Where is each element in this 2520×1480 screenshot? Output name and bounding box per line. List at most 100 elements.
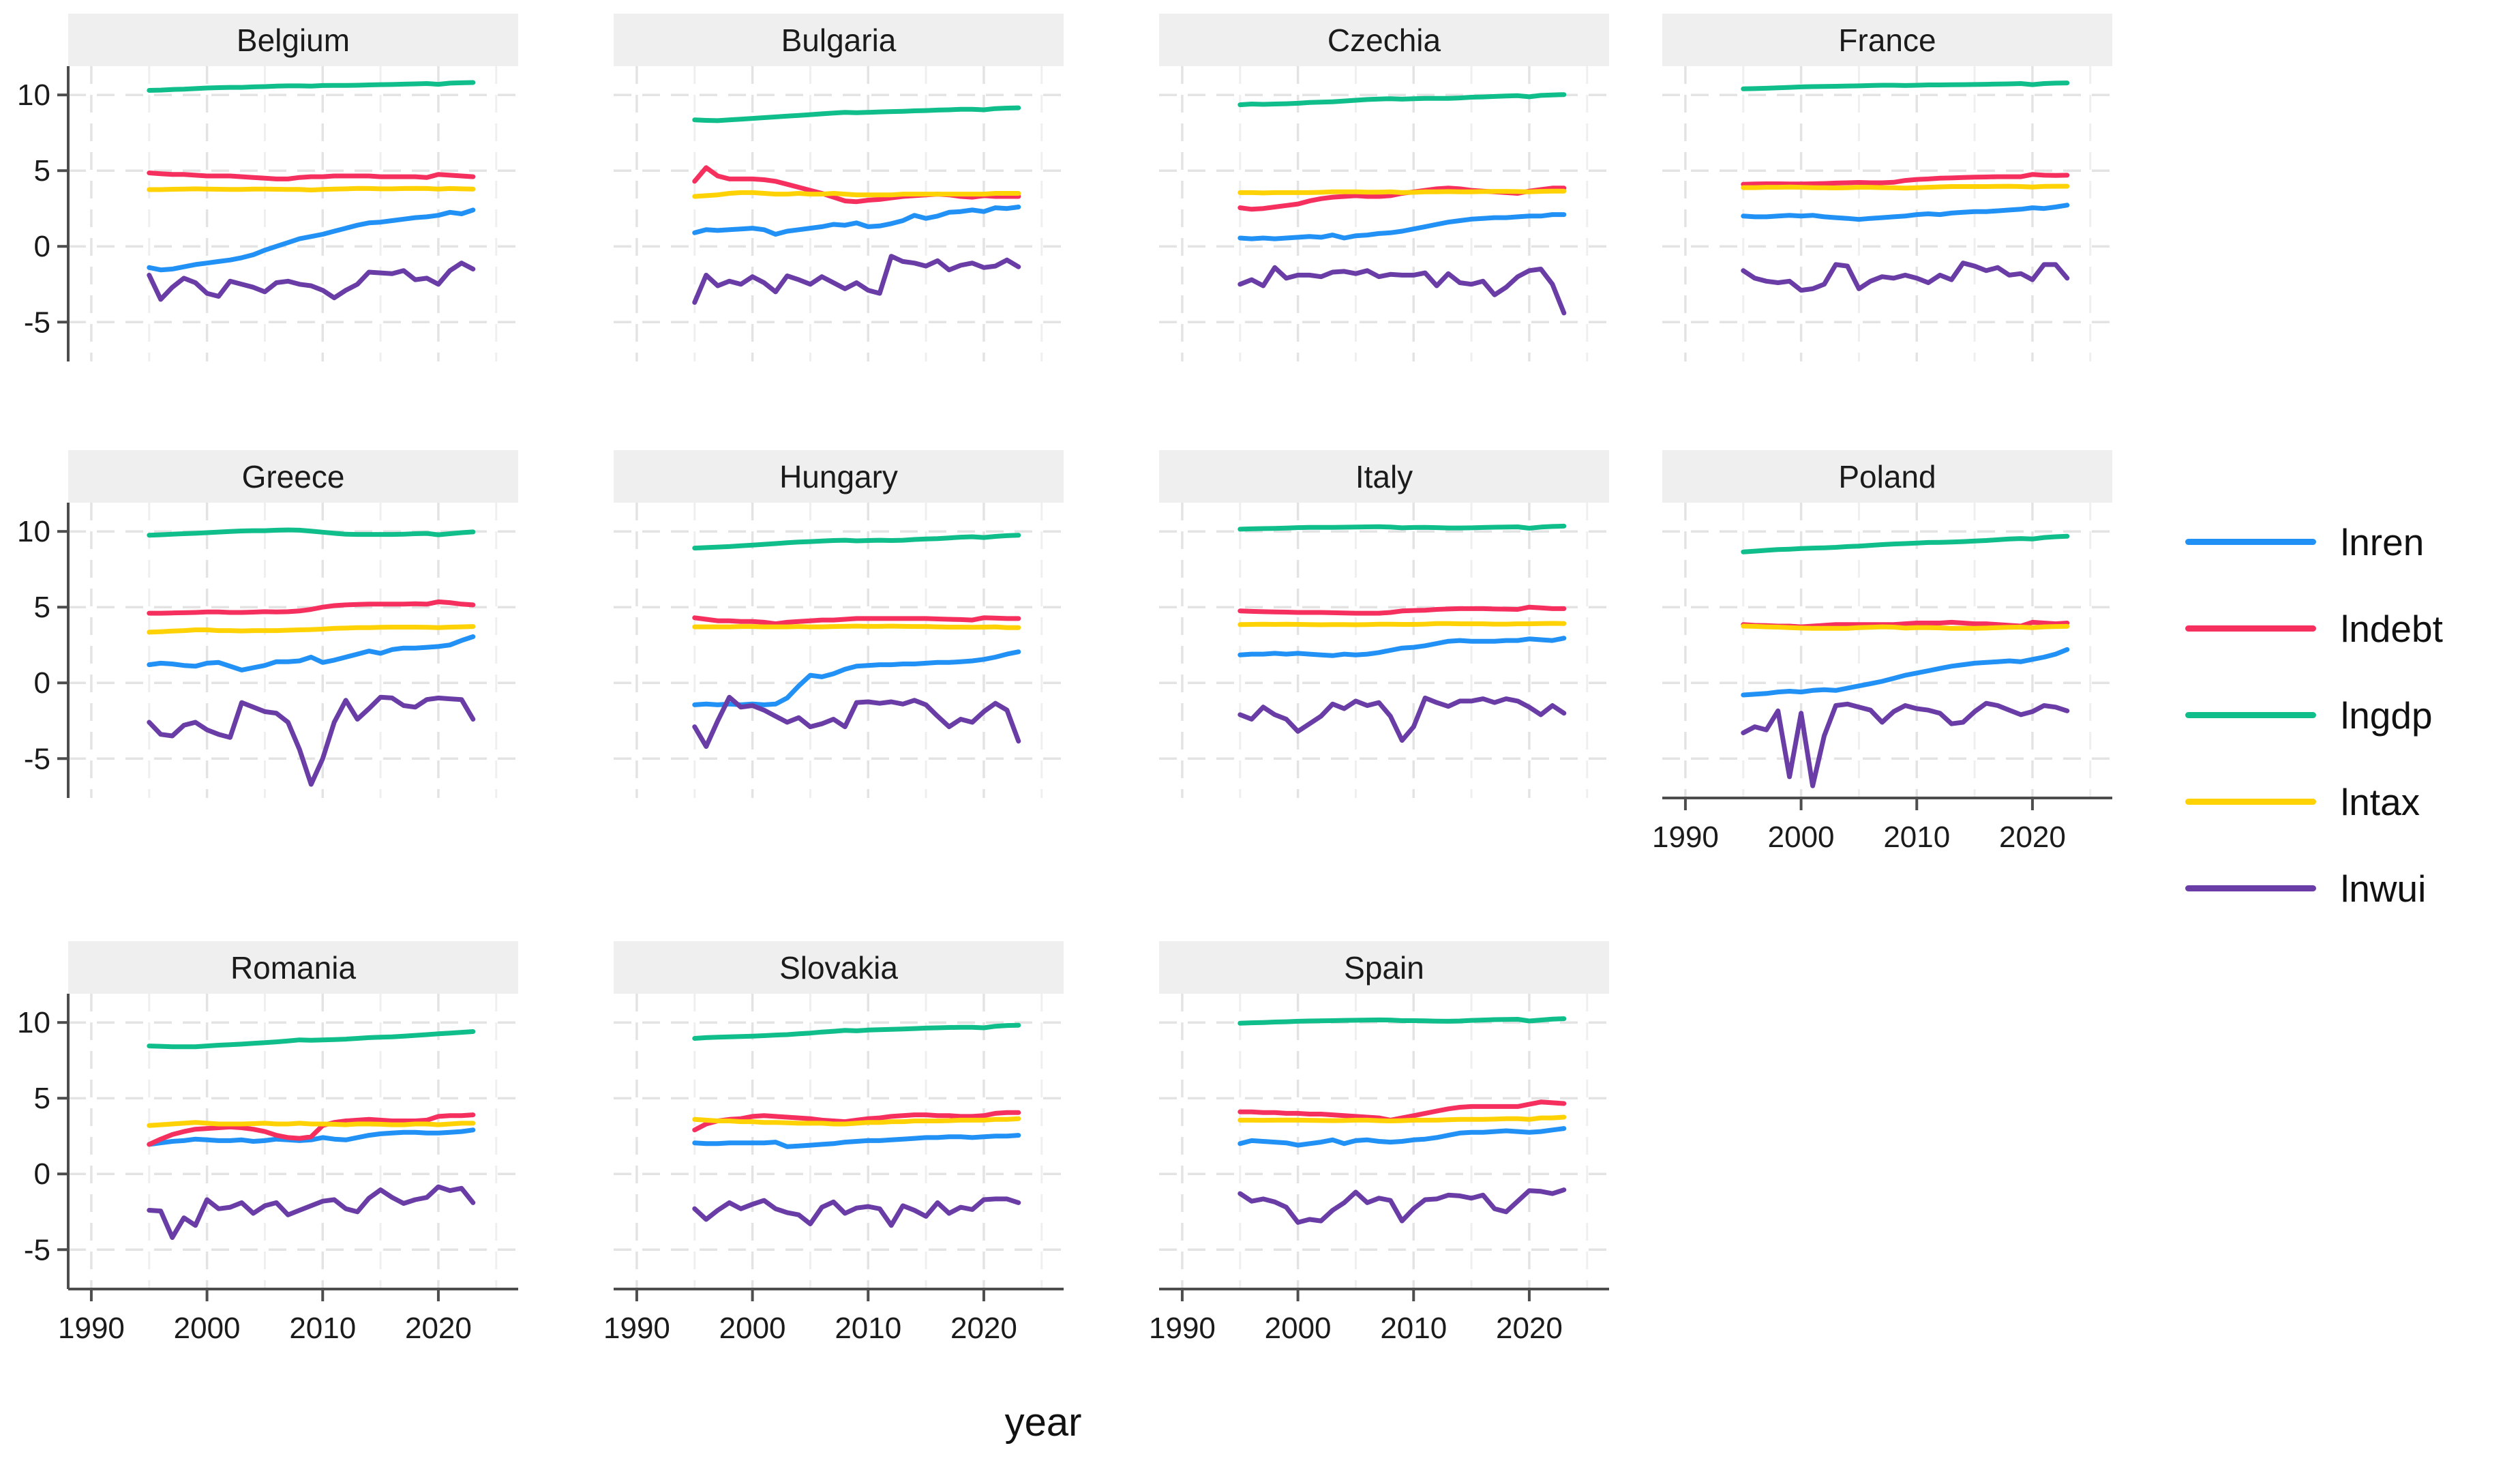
facet-strip: Bulgaria [614,14,1064,66]
series-line-lnren [1238,636,1567,658]
series-line-lnren [147,634,476,672]
y-tick-label: 5 [34,154,50,188]
facet-panel-svg: 1990 2000 2010 2020 [1149,994,1609,1345]
legend-key-line-lnwui [2185,885,2316,891]
facet-strip: Belgium [68,14,518,66]
x-tick-label: 2020 [950,1312,1017,1345]
series-line-lnren [1741,647,2070,698]
series-line-lnwui [1238,265,1567,316]
series-line-lngdp [692,105,1021,123]
series-line-lndebt [1741,172,2070,187]
series-line-lnren [692,205,1021,237]
y-tick-label: 10 [17,515,50,548]
series-line-lnren [692,649,1021,707]
x-tick-label: 2020 [1999,820,2066,854]
facet-panel-svg [1662,66,2112,361]
legend-label-lnren: lnren [2341,520,2425,563]
facet-panel-svg: 1990 2000 2010 2020 [603,994,1064,1345]
legend-key-line-lndebt [2185,625,2316,632]
series-line-lnwui [1741,700,2070,788]
series-line-lntax [1238,621,1567,627]
series-line-lngdp [692,1022,1021,1041]
facet-title: Czechia [1327,22,1441,58]
series-line-lnren [692,1133,1021,1149]
facet-panel-svg [614,503,1064,798]
x-tick-label: 2000 [719,1312,786,1345]
facet-strip: Poland [1662,450,2112,503]
series-line-lnwui [692,254,1021,305]
legend-label-lnwui: lnwui [2341,867,2427,910]
x-tick-label: 2000 [1265,1312,1332,1345]
facet-poland: Poland 1990 2000 2010 2020 [1652,450,2112,854]
series-line-lntax [147,1120,476,1128]
series-line-lngdp [147,1029,476,1050]
series-line-lntax [1238,1114,1567,1123]
series-line-lndebt [692,1110,1021,1133]
series-line-lnwui [147,261,476,302]
series-line-lndebt [147,171,476,181]
legend-entry-lnren: lnren [2185,520,2443,564]
facet-strip: Spain [1159,941,1609,994]
series-line-lndebt [147,1112,476,1147]
x-tick-label: 1990 [603,1312,670,1345]
x-tick-label: 2000 [174,1312,241,1345]
x-tick-label: 2010 [1380,1312,1447,1345]
facet-panel-svg [1159,503,1609,798]
facet-france: France [1662,14,2112,361]
y-tick-label: 0 [34,666,50,700]
facet-strip: Italy [1159,450,1609,503]
facet-title: France [1838,22,1936,58]
facet-title: Bulgaria [781,22,897,58]
legend-entry-lntax: lntax [2185,780,2443,824]
y-tick-label: -5 [24,306,50,339]
series-line-lnwui [692,1196,1021,1228]
legend-entry-lnwui: lnwui [2185,866,2443,911]
y-tick-label: 5 [34,591,50,624]
series-line-lnren [1238,1126,1567,1148]
series-line-lnren [147,1127,476,1147]
series-line-lnwui [692,694,1021,749]
series-line-lngdp [147,527,476,538]
facet-panel-svg [1159,66,1609,361]
legend-key-line-lntax [2185,799,2316,805]
facet-panel-svg: 10 5 0 -5 [17,66,518,361]
facet-title: Belgium [236,22,350,58]
legend-label-lngdp: lngdp [2341,694,2433,737]
facet-slovakia: Slovakia 1990 2000 2010 2020 [603,941,1064,1345]
x-tick-label: 2000 [1768,820,1835,854]
series-line-lnwui [147,694,476,787]
facet-hungary: Hungary [614,450,1064,798]
facet-bulgaria: Bulgaria [614,14,1064,361]
x-tick-label: 2010 [1883,820,1950,854]
facet-title: Greece [241,458,345,494]
series-line-lnren [147,207,476,273]
series-line-lngdp [1238,1016,1567,1026]
facet-title: Italy [1355,458,1413,494]
series-line-lngdp [147,80,476,93]
legend-entry-lngdp: lngdp [2185,693,2443,737]
series-line-lntax [147,624,476,635]
y-tick-label: 10 [17,78,50,112]
series-line-lntax [147,186,476,193]
series-line-lndebt [692,165,1021,205]
legend-entry-lndebt: lndebt [2185,606,2443,651]
series-line-lndebt [1238,604,1567,616]
series-line-lntax [1741,623,2070,631]
y-tick-label: 10 [17,1006,50,1039]
series-line-lntax [692,190,1021,199]
facet-panel-svg: 10 5 0 -5 [17,503,518,798]
legend-key-line-lngdp [2185,712,2316,718]
x-tick-label: 1990 [1149,1312,1216,1345]
facet-strip: Czechia [1159,14,1609,66]
x-tick-label: 2020 [1496,1312,1563,1345]
facet-strip: Hungary [614,450,1064,503]
series-line-lnren [1741,203,2070,222]
series-line-lnren [1238,212,1567,241]
y-tick-label: 0 [34,1157,50,1191]
facet-title: Slovakia [779,949,898,986]
facet-spain: Spain 1990 2000 2010 2020 [1149,941,1609,1345]
x-tick-label: 1990 [1652,820,1719,854]
series-line-lngdp [1238,523,1567,532]
facet-czechia: Czechia [1159,14,1609,361]
y-tick-label: 5 [34,1082,50,1115]
